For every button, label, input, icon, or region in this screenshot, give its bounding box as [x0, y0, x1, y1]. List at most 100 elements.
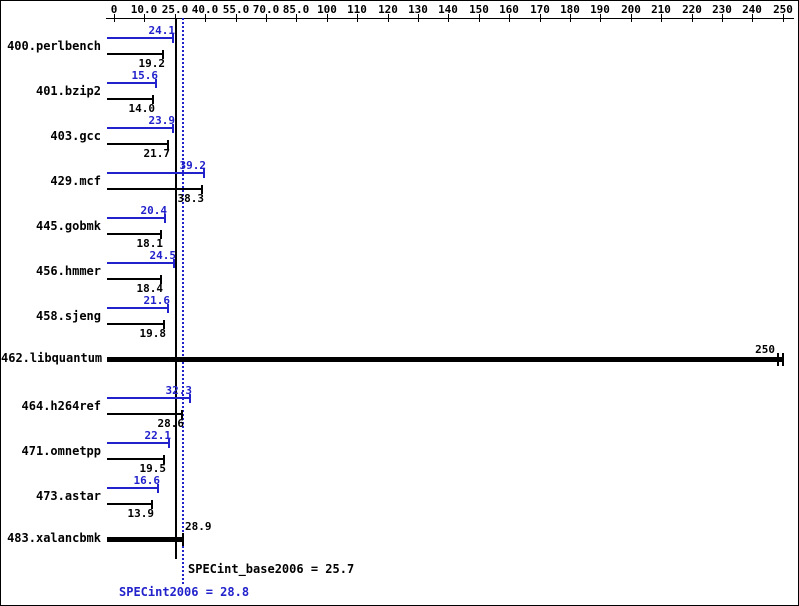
- axis-tick-label: 100: [317, 3, 337, 16]
- axis-tick: [540, 14, 541, 22]
- axis-tick: [418, 14, 419, 22]
- benchmark-label: 401.bzip2: [35, 84, 101, 98]
- benchmark-label: 462.libquantum: [1, 351, 103, 365]
- axis-tick: [570, 14, 571, 22]
- benchmark-label: 471.omnetpp: [21, 444, 101, 458]
- benchmark-label: 473.astar: [35, 489, 101, 503]
- axis-tick-label: 180: [560, 3, 580, 16]
- peak-bar: [107, 397, 190, 399]
- axis-tick: [692, 14, 693, 22]
- benchmark-label: 458.sjeng: [35, 309, 101, 323]
- peak-bar-endcap: [168, 439, 170, 448]
- benchmark-label: 445.gobmk: [35, 219, 101, 233]
- peak-value-label: 20.4: [140, 204, 168, 217]
- x-axis-line: [106, 18, 794, 19]
- axis-tick-label: 220: [682, 3, 702, 16]
- base-bar: [107, 323, 164, 325]
- axis-tick-label: 25.0: [161, 3, 189, 16]
- base-mean-line: [175, 18, 177, 559]
- peak-value-label: 15.6: [131, 69, 159, 82]
- axis-tick: [752, 14, 753, 22]
- base-bar-endcap: [181, 410, 183, 419]
- axis-tick: [600, 14, 601, 22]
- peak-value-label: 23.9: [148, 114, 176, 127]
- peak-bar-endcap: [172, 34, 174, 43]
- axis-tick-label: 110: [347, 3, 367, 16]
- axis-tick: [236, 14, 237, 22]
- axis-tick-label: 230: [712, 3, 732, 16]
- peak-mean-line: [182, 18, 184, 584]
- base-bar-endcap: [151, 500, 153, 509]
- peak-value-label: 22.1: [144, 429, 172, 442]
- axis-tick-label: 250: [773, 3, 793, 16]
- base-bar: [107, 503, 152, 505]
- axis-tick-label: 170: [530, 3, 550, 16]
- axis-tick-label: 150: [469, 3, 489, 16]
- bar-value-label: 250: [755, 343, 775, 356]
- axis-tick-label: 190: [590, 3, 610, 16]
- axis-tick-label: 10.0: [130, 3, 158, 16]
- axis-tick: [479, 14, 480, 22]
- peak-bar-endcap: [157, 484, 159, 493]
- base-bar-endcap: [163, 320, 165, 329]
- axis-tick-label: 40.0: [191, 3, 219, 16]
- benchmark-label: 403.gcc: [50, 129, 101, 143]
- base-bar-endcap: [201, 185, 203, 194]
- peak-value-label: 24.1: [148, 24, 176, 37]
- peak-bar: [107, 262, 174, 264]
- axis-tick-label: 0: [110, 3, 118, 16]
- peak-value-label: 24.5: [149, 249, 177, 262]
- benchmark-label: 400.perlbench: [7, 39, 101, 53]
- axis-tick: [631, 14, 632, 22]
- peak-bar: [107, 487, 158, 489]
- peak-bar: [107, 82, 156, 84]
- peak-bar: [107, 217, 165, 219]
- axis-tick-label: 140: [438, 3, 458, 16]
- base-bar: [107, 53, 163, 55]
- base-bar: [107, 143, 168, 145]
- peak-bar: [107, 127, 173, 129]
- peak-value-label: 21.6: [143, 294, 171, 307]
- peak-bar: [107, 37, 173, 39]
- axis-tick-label: 210: [651, 3, 671, 16]
- peak-bar: [107, 307, 168, 309]
- benchmark-label: 456.hmmer: [35, 264, 101, 278]
- peak-bar-endcap: [173, 259, 175, 268]
- axis-tick: [722, 14, 723, 22]
- peak-bar: [107, 442, 169, 444]
- axis-tick-label: 240: [742, 3, 762, 16]
- bar-endcap: [782, 353, 784, 366]
- peak-bar-endcap: [172, 124, 174, 133]
- axis-tick-label: 160: [499, 3, 519, 16]
- base-bar-endcap: [163, 455, 165, 464]
- base-bar: [107, 537, 183, 542]
- base-bar: [107, 458, 164, 460]
- peak-bar-endcap: [164, 214, 166, 223]
- peak-bar-endcap: [189, 394, 191, 403]
- axis-tick: [114, 14, 115, 22]
- peak-bar-endcap: [167, 304, 169, 313]
- base-value-label: 28.6: [157, 417, 185, 430]
- base-bar: [107, 278, 161, 280]
- axis-tick-label: 200: [621, 3, 641, 16]
- base-value-label: 38.3: [177, 192, 205, 205]
- axis-tick: [266, 14, 267, 22]
- axis-tick: [357, 14, 358, 22]
- peak-value-label: 16.6: [133, 474, 161, 487]
- axis-tick-label: 70.0: [252, 3, 280, 16]
- base-value-label: 18.1: [136, 237, 164, 250]
- axis-tick-label: 130: [408, 3, 428, 16]
- peak-value-label: 39.2: [179, 159, 207, 172]
- axis-tick: [205, 14, 206, 22]
- axis-tick-label: 85.0: [282, 3, 310, 16]
- base-bar-endcap: [160, 275, 162, 284]
- base-value-label: 13.9: [127, 507, 155, 520]
- peak-bar: [107, 172, 204, 174]
- peak-bar-endcap: [203, 169, 205, 178]
- base-bar: [107, 98, 153, 100]
- axis-tick: [296, 14, 297, 22]
- base-bar: [107, 188, 202, 190]
- base-value-label: 19.8: [139, 327, 167, 340]
- peak-bar-endcap: [155, 79, 157, 88]
- bar-endcap: [182, 533, 184, 546]
